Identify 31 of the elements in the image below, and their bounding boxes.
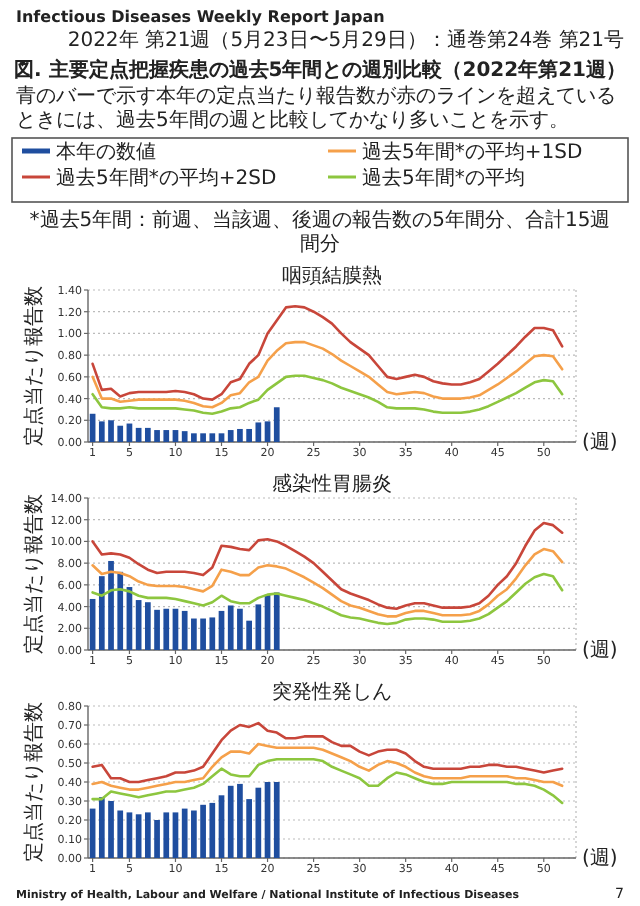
x-axis-title: (週) (582, 640, 618, 662)
line-series (91, 721, 564, 784)
text: 図. 主要定点把握疾患の過去5年間との週別比較（2022年第21週） (14, 58, 626, 82)
legend-label: 本年の数値 (56, 140, 156, 164)
bar (273, 782, 280, 858)
line-series (91, 572, 564, 626)
line-series (91, 304, 564, 401)
y-axis-title: 定点当たり報告数 (22, 702, 46, 862)
y-axis-title: 定点当たり報告数 (22, 494, 46, 654)
line-series (91, 521, 564, 611)
line-series (91, 757, 564, 805)
text: Infectious Diseases Weekly Report Japan (16, 8, 386, 26)
line-series (91, 340, 564, 409)
x-axis-title: (週) (582, 848, 618, 870)
legend-label: 過去5年間*の平均+1SD (362, 140, 583, 164)
line-series (91, 374, 564, 416)
line-series (91, 742, 564, 791)
chart-title: 感染性胃腸炎 (272, 472, 392, 496)
x-axis-title: (週) (582, 432, 618, 454)
text: 2022年 第21週（5月23日〜5月29日）：通巻第24巻 第21号 (67, 28, 624, 52)
text: 青のバーで示す本年の定点当たり報告数が赤のラインを超えているときには、過去5年間の週と比較してかなり多いことを示す。 (16, 84, 616, 132)
bar (218, 433, 225, 442)
chart-title: 突発性発しん (272, 680, 392, 704)
bar (273, 407, 280, 442)
legend-label: 過去5年間*の平均 (362, 166, 525, 190)
legend-label: 過去5年間*の平均+2SD (56, 166, 277, 190)
bar (273, 592, 280, 650)
chart-title: 咽頭結膜熱 (282, 264, 382, 288)
line-series (91, 547, 564, 618)
y-axis-title: 定点当たり報告数 (22, 286, 46, 446)
text: *過去5年間：前週、当該週、後週の報告数の5年間分、合計15週間分 (29, 208, 611, 256)
